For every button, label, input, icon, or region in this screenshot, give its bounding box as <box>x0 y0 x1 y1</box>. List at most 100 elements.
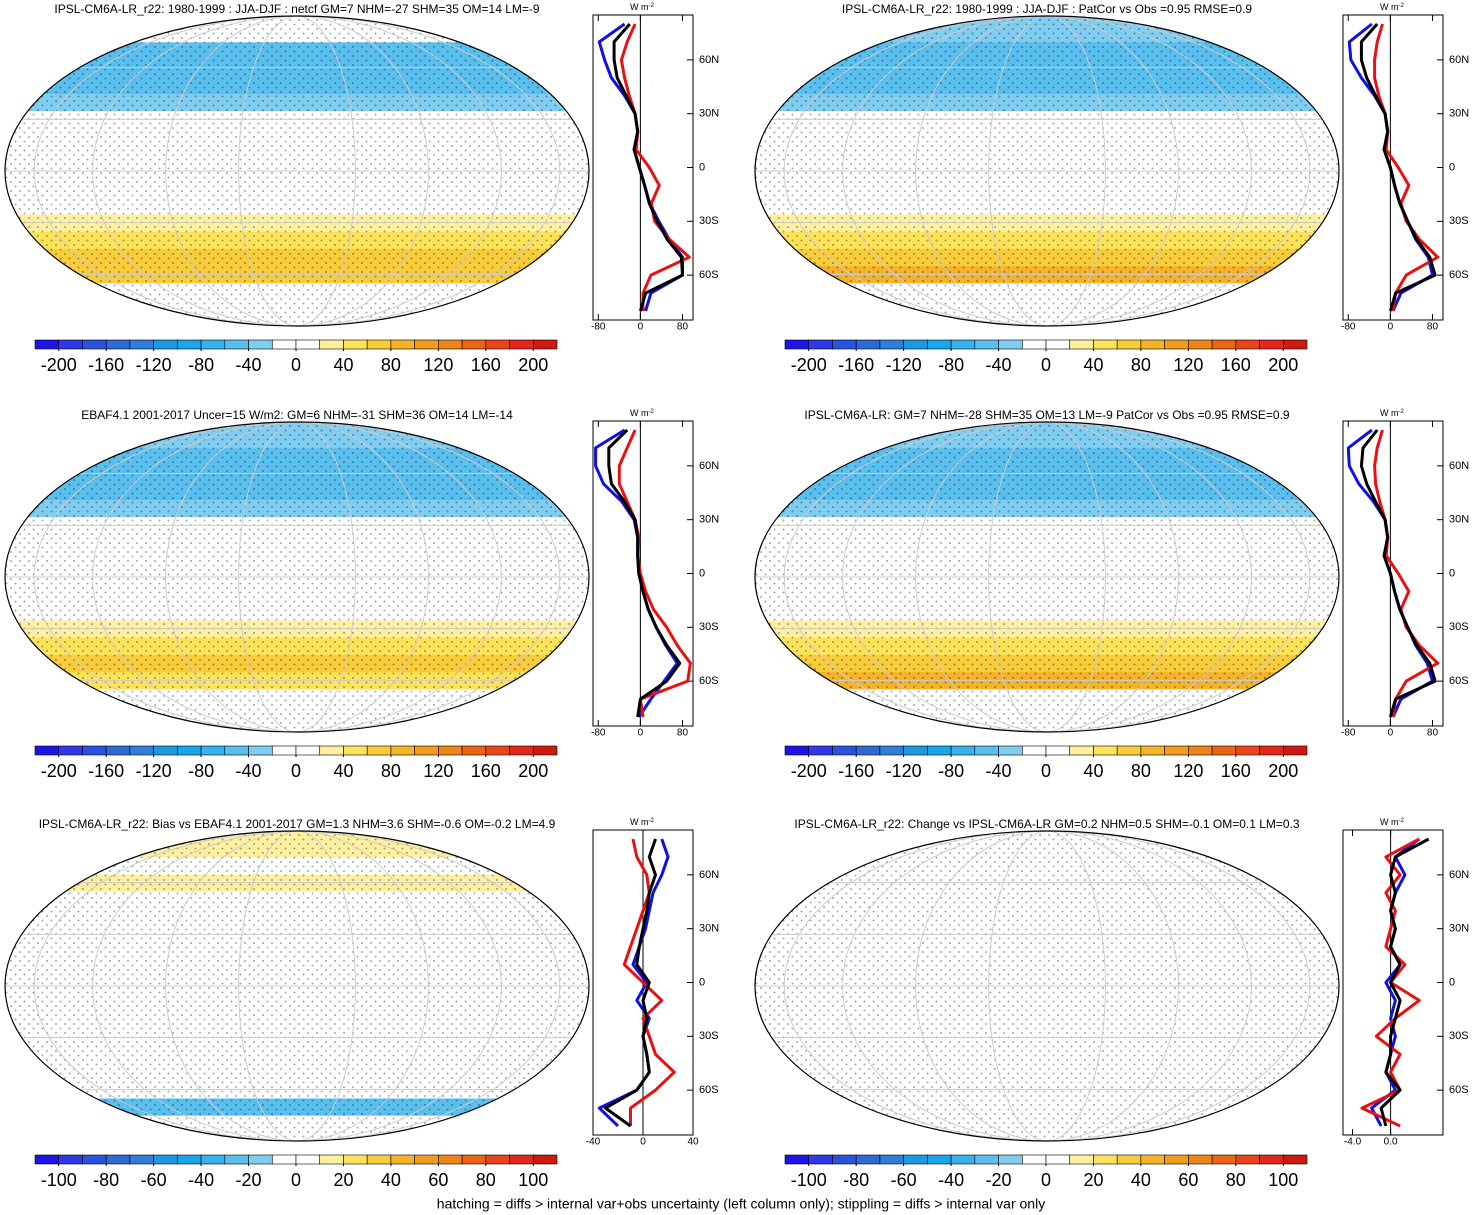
y-tick-label: 0 <box>699 161 705 173</box>
colorbar-box <box>974 339 999 350</box>
colorbar-box <box>343 745 368 756</box>
colorbar-box <box>1045 745 1071 756</box>
colorbar-box <box>950 339 976 350</box>
zonal-line <box>607 428 682 718</box>
y-tick-label: 60N <box>699 54 719 66</box>
colorbar-label: -40 <box>986 355 1012 375</box>
colorbar-box <box>1211 1154 1237 1165</box>
colorbar-box <box>1282 745 1308 756</box>
colorbar-box <box>271 1154 297 1165</box>
colorbar-box <box>485 339 510 350</box>
y-tick-label: 0 <box>699 567 705 579</box>
colorbar-label: -200 <box>791 761 827 781</box>
colorbar-label: 120 <box>1173 761 1203 781</box>
colorbar-label: 160 <box>471 761 501 781</box>
colorbar-label: -40 <box>236 355 262 375</box>
colorbar-box <box>1235 339 1260 350</box>
colorbar-label: 0 <box>1041 355 1051 375</box>
colorbar-label: 120 <box>423 761 453 781</box>
colorbar-label: 200 <box>1268 761 1298 781</box>
y-tick-label: 0 <box>1449 161 1455 173</box>
colorbar-label: 60 <box>428 1170 448 1190</box>
colorbar-box <box>1188 339 1213 350</box>
map-border <box>4 830 590 1142</box>
colorbar-box <box>248 339 273 350</box>
colorbar-box <box>485 745 510 756</box>
y-tick-label: 30S <box>699 1030 719 1042</box>
colorbar-box <box>414 339 439 350</box>
zonal-line <box>597 22 684 312</box>
colorbar-box <box>153 745 178 756</box>
y-tick-label: 30N <box>1449 108 1469 120</box>
x-tick-label: 0 <box>638 322 644 333</box>
colorbar-box <box>1069 339 1094 350</box>
unit-sup: -2 <box>1399 818 1405 824</box>
colorbar-box <box>105 339 131 350</box>
panel-title: IPSL-CM6A-LR: GM=7 NHM=-28 SHM=35 OM=13 … <box>804 408 1290 422</box>
colorbar-label: 80 <box>381 761 401 781</box>
colorbar-box <box>1140 745 1165 756</box>
colorbar-box <box>832 1154 857 1165</box>
colorbar-box <box>808 1154 833 1165</box>
map <box>5 831 589 1141</box>
colorbar-box <box>1259 745 1284 756</box>
colorbar-label: -120 <box>136 355 172 375</box>
unit: W m <box>630 2 649 12</box>
colorbar-box <box>903 339 928 350</box>
colorbar-box <box>319 339 344 350</box>
map <box>755 16 1339 326</box>
unit: W m <box>1380 2 1399 12</box>
colorbar-box <box>532 1154 558 1165</box>
panel: IPSL-CM6A-LR_r22: Bias vs EBAF4.1 2001-2… <box>4 817 719 1190</box>
colorbar-box <box>950 745 976 756</box>
colorbar-box <box>879 339 904 350</box>
colorbar-box <box>82 745 107 756</box>
panel-title: IPSL-CM6A-LR_r22: Bias vs EBAF4.1 2001-2… <box>39 817 556 831</box>
colorbar-label: 80 <box>476 1170 496 1190</box>
colorbar-box <box>177 1154 202 1165</box>
colorbar-box <box>1021 745 1047 756</box>
colorbar-label: -40 <box>938 1170 964 1190</box>
colorbar-label: -40 <box>986 761 1012 781</box>
colorbar-box <box>438 339 463 350</box>
colorbar-box <box>1093 339 1118 350</box>
colorbar-label: 60 <box>1178 1170 1198 1190</box>
colorbar-label: 80 <box>1131 355 1151 375</box>
colorbar-box <box>224 1154 249 1165</box>
colorbar-label: 40 <box>1083 355 1103 375</box>
y-tick-label: 60N <box>1449 460 1469 472</box>
colorbar-box <box>153 1154 178 1165</box>
colorbar-label: -20 <box>986 1170 1012 1190</box>
map-border <box>754 830 1340 1142</box>
y-tick-label: 60S <box>699 269 719 281</box>
colorbar-label: -80 <box>188 761 214 781</box>
zonal-line <box>617 429 692 718</box>
panel: EBAF4.1 2001-2017 Uncer=15 W/m2: GM=6 NH… <box>4 408 719 781</box>
y-tick-label: 30S <box>1449 1030 1469 1042</box>
colorbar-label: 40 <box>333 761 353 781</box>
panel-title: EBAF4.1 2001-2017 Uncer=15 W/m2: GM=6 NH… <box>81 408 513 422</box>
colorbar-box <box>82 1154 107 1165</box>
colorbar-label: -200 <box>791 355 827 375</box>
colorbar-box <box>58 339 83 350</box>
unit: W m <box>1380 817 1399 827</box>
y-tick-label: 30N <box>1449 923 1469 935</box>
x-tick-label: 0 <box>1388 322 1394 333</box>
colorbar-label: 200 <box>518 761 548 781</box>
colorbar-box <box>855 1154 881 1165</box>
map <box>755 422 1339 732</box>
colorbar-label: 160 <box>1221 761 1251 781</box>
colorbar-label: -60 <box>141 1170 167 1190</box>
unit-sup: -2 <box>649 3 655 9</box>
x-tick-label: -40 <box>586 1137 601 1148</box>
y-tick-label: 30S <box>699 215 719 227</box>
colorbar-box <box>1164 339 1189 350</box>
colorbar-label: 40 <box>381 1170 401 1190</box>
colorbar-box <box>485 1154 510 1165</box>
unit-sup: -2 <box>1399 3 1405 9</box>
colorbar-label: -100 <box>791 1170 827 1190</box>
colorbar-box <box>855 339 881 350</box>
colorbar-box <box>224 339 249 350</box>
zonal-line <box>1379 837 1430 1127</box>
unit-sup: -2 <box>649 818 655 824</box>
